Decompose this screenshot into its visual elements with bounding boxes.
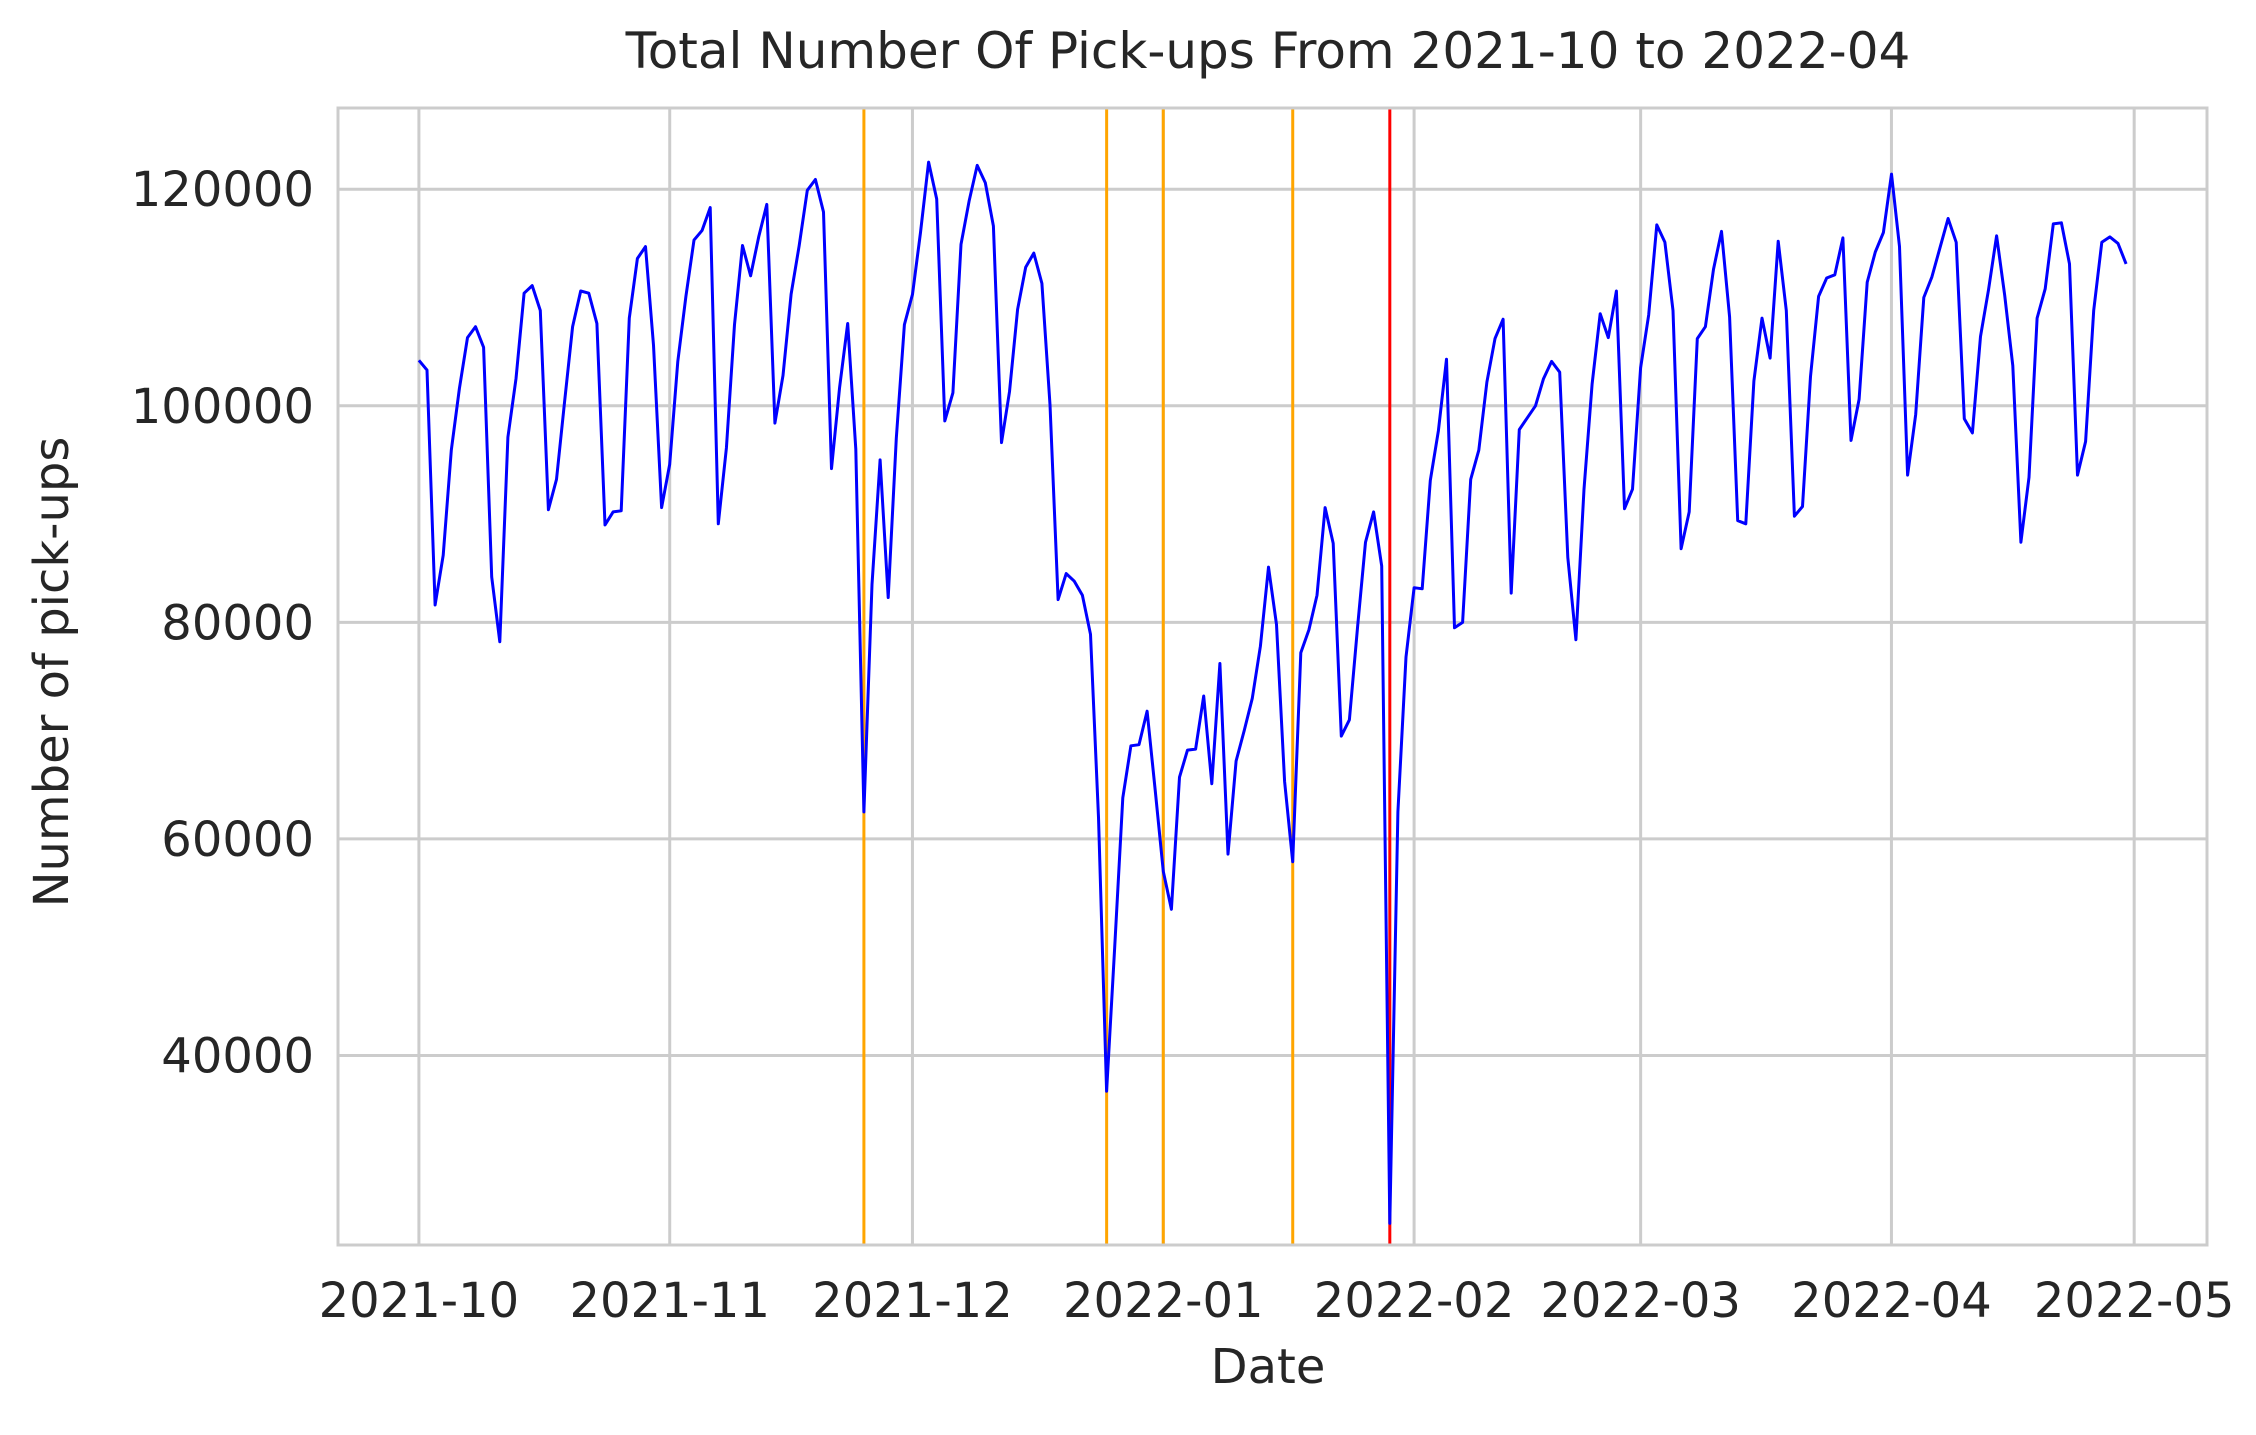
grid <box>338 108 2207 1245</box>
event-lines <box>862 108 1392 1245</box>
x-tick-label: 2022-05 <box>2034 1273 2235 1329</box>
chart-title: Total Number Of Pick-ups From 2021-10 to… <box>625 22 1911 80</box>
y-tick-label: 40000 <box>161 1029 314 1085</box>
x-axis-label: Date <box>1211 1339 1326 1395</box>
x-tick-label: 2021-11 <box>569 1273 770 1329</box>
y-tick-label: 80000 <box>161 595 314 651</box>
x-tick-label: 2021-10 <box>319 1273 520 1329</box>
x-tick-label: 2022-02 <box>1314 1273 1515 1329</box>
y-axis-label: Number of pick-ups <box>24 437 80 908</box>
y-tick-label: 100000 <box>131 379 314 435</box>
y-tick-label: 60000 <box>161 812 314 868</box>
x-tick-label: 2021-12 <box>812 1273 1013 1329</box>
x-tick-label: 2022-03 <box>1540 1273 1741 1329</box>
y-tick-label: 120000 <box>131 162 314 218</box>
x-tick-label: 2022-04 <box>1791 1273 1992 1329</box>
series-line <box>417 160 2128 1225</box>
plot-frame <box>336 106 2209 1247</box>
tick-labels: 40000 60000 80000 100000 120000 2021-10 2021-1… <box>131 162 2235 1329</box>
x-tick-label: 2022-01 <box>1063 1273 1264 1329</box>
